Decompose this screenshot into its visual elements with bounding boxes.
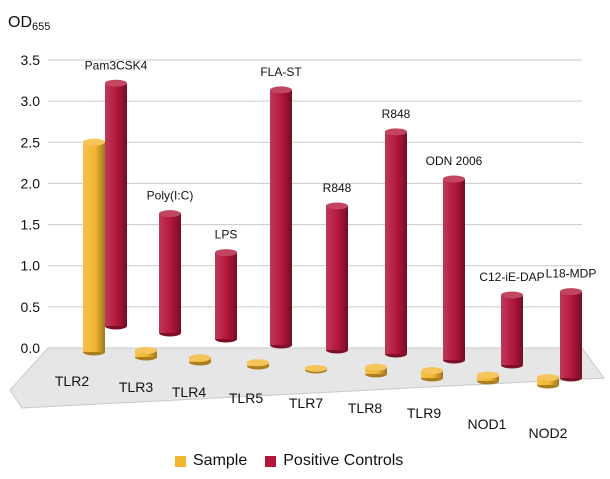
annotation-label: Poly(I:C): [147, 189, 194, 203]
bar-sample: [477, 371, 499, 385]
bar-positive-control: [326, 202, 348, 354]
annotation-labels: Pam3CSK4 Poly(I:C) LPS FLA-ST R848 R848 ODN 20…: [85, 58, 597, 284]
legend-swatch-sample: [175, 455, 186, 467]
bar-positive-control: [443, 175, 465, 364]
x-axis-ticks: TLR2 TLR3 TLR4 TLR5 TLR7 TLR8 TLR9 NOD1 NOD2: [55, 373, 568, 441]
bar-positive-control: [105, 79, 127, 330]
grid-lines: [48, 59, 582, 349]
bar-positive-control: [159, 210, 181, 337]
x-tick-label: TLR9: [407, 405, 441, 421]
legend-swatch-positive-controls: [265, 455, 277, 467]
x-tick-label: TLR4: [172, 384, 206, 400]
legend-item-sample: Sample: [175, 452, 247, 470]
y-tick-label: 2.0: [21, 175, 41, 191]
legend-label-sample: Sample: [193, 452, 248, 469]
bar-positive-control: [270, 86, 292, 349]
x-tick-label: TLR8: [348, 400, 382, 416]
bar-sample: [421, 367, 443, 382]
y-tick-label: 1.0: [21, 258, 41, 274]
bar-positive-control: [560, 288, 582, 382]
annotation-label: R848: [382, 107, 411, 121]
bar-sample: [189, 354, 211, 366]
y-tick-label: 1.5: [21, 217, 41, 233]
annotation-label: C12-iE-DAP: [479, 270, 544, 284]
bar-positive-control: [215, 249, 237, 343]
x-tick-label: TLR3: [119, 379, 153, 395]
bar-sample: [365, 363, 387, 378]
annotation-label: LPS: [215, 228, 238, 242]
x-tick-label: TLR5: [229, 390, 263, 406]
bar-sample: [537, 374, 559, 389]
y-tick-label: 0.5: [21, 299, 41, 315]
annotation-label: R848: [323, 181, 352, 195]
x-tick-label: TLR7: [289, 395, 323, 411]
y-tick-label: 2.5: [21, 134, 41, 150]
y-tick-label: 0.0: [21, 340, 41, 356]
x-tick-label: TLR2: [55, 373, 89, 389]
bar-sample: [135, 346, 157, 361]
bar-positive-control: [501, 291, 523, 369]
legend-label-positive-controls: Positive Controls: [283, 452, 404, 469]
bars: [83, 79, 582, 389]
y-tick-label: 3.0: [21, 93, 41, 109]
annotation-label: Pam3CSK4: [85, 58, 148, 72]
legend: Sample Positive Controls: [175, 452, 403, 470]
annotation-label: ODN 2006: [426, 154, 483, 168]
x-tick-label: NOD1: [468, 416, 507, 432]
bar-positive-control: [385, 128, 407, 358]
legend-item-positive-controls: Positive Controls: [265, 452, 403, 470]
y-axis-label: OD655: [8, 14, 51, 33]
bar-sample: [83, 138, 105, 356]
y-axis-ticks: 0.0 0.5 1.0 1.5 2.0 2.5 3.0 3.5: [21, 52, 41, 356]
annotation-label: L18-MDP: [546, 267, 597, 281]
bar-sample: [305, 364, 327, 374]
annotation-label: FLA-ST: [260, 65, 302, 79]
bar-sample: [247, 359, 269, 370]
y-tick-label: 3.5: [21, 52, 41, 68]
x-tick-label: NOD2: [529, 425, 568, 441]
